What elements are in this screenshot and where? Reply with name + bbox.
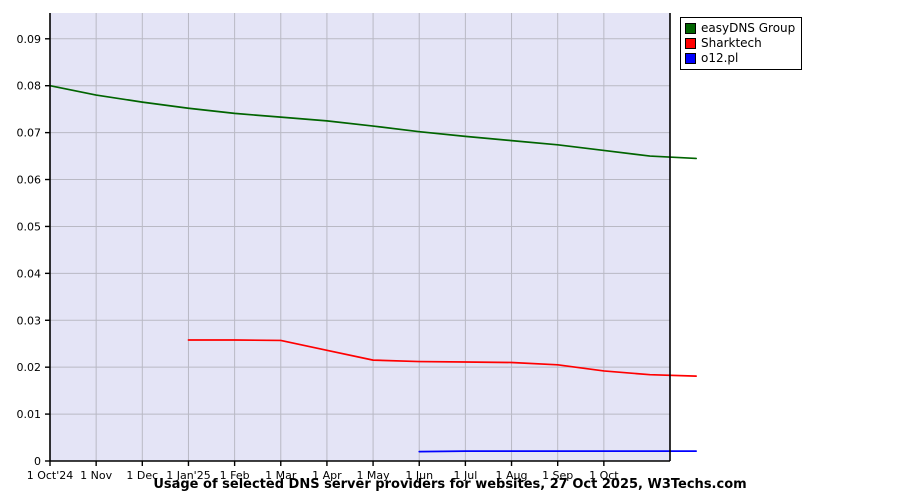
svg-text:1 Jun: 1 Jun <box>405 469 433 482</box>
svg-text:0.09: 0.09 <box>17 33 42 46</box>
svg-text:0.04: 0.04 <box>17 267 42 280</box>
legend-swatch-sharktech <box>685 38 696 49</box>
svg-text:1 Oct: 1 Oct <box>589 469 619 482</box>
svg-text:0.02: 0.02 <box>17 361 42 374</box>
axis-frame <box>49 13 671 462</box>
svg-text:1 Feb: 1 Feb <box>220 469 250 482</box>
svg-text:0: 0 <box>34 455 41 468</box>
plot-area-background <box>50 13 670 461</box>
svg-text:0.07: 0.07 <box>17 127 42 140</box>
y-axis-ticks: 0 0.01 0.02 0.03 0.04 0.05 0.06 0.07 0.08 0.09 <box>17 33 50 468</box>
series-line-easydns-group <box>49 84 698 160</box>
series-line-sharktech <box>187 339 698 377</box>
svg-text:0.03: 0.03 <box>17 314 42 327</box>
vertical-gridlines <box>95 13 605 461</box>
horizontal-gridlines <box>50 38 670 415</box>
svg-text:0.06: 0.06 <box>17 174 42 187</box>
legend-swatch-o12-pl <box>685 53 696 64</box>
svg-text:0.01: 0.01 <box>17 408 42 421</box>
legend-label-easydns-group: easyDNS Group <box>701 21 796 35</box>
svg-text:1 Dec: 1 Dec <box>126 469 158 482</box>
x-axis-ticks: 1 Oct'24 1 Nov 1 Dec 1 Jan'25 1 Feb 1 Mar 1 Ap… <box>27 461 619 482</box>
legend-label-sharktech: Sharktech <box>701 36 762 50</box>
svg-text:1 Apr: 1 Apr <box>312 469 342 482</box>
svg-text:1 Jul: 1 Jul <box>453 469 477 482</box>
svg-text:1 Oct'24: 1 Oct'24 <box>27 469 74 482</box>
svg-text:1 Jan'25: 1 Jan'25 <box>166 469 210 482</box>
svg-text:0.05: 0.05 <box>17 220 42 233</box>
legend-swatch-easydns-group <box>685 23 696 34</box>
legend-item[interactable]: o12.pl <box>685 51 795 66</box>
chart-caption: Usage of selected DNS server providers f… <box>153 477 747 492</box>
legend-item[interactable]: easyDNS Group <box>685 21 795 36</box>
svg-text:1 Aug: 1 Aug <box>496 469 528 482</box>
data-series-layer <box>49 84 698 453</box>
svg-text:0.08: 0.08 <box>17 80 42 93</box>
svg-text:1 Sep: 1 Sep <box>542 469 573 482</box>
svg-text:1 May: 1 May <box>356 469 390 482</box>
svg-text:1 Nov: 1 Nov <box>80 469 112 482</box>
svg-text:1 Mar: 1 Mar <box>265 469 297 482</box>
legend-label-o12-pl: o12.pl <box>701 51 739 65</box>
legend-item[interactable]: Sharktech <box>685 36 795 51</box>
chart-legend: easyDNS Group Sharktech o12.pl <box>680 17 803 70</box>
